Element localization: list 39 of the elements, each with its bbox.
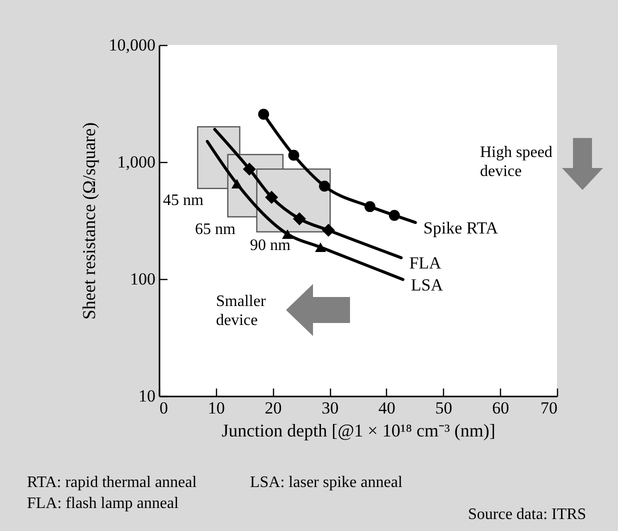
point	[258, 108, 270, 120]
x-tick-label: 40	[378, 398, 396, 418]
annotation: 90 nm	[250, 236, 290, 255]
text: RTA: rapid thermal anneal	[27, 473, 197, 492]
text: LSA: laser spike anneal	[250, 473, 402, 492]
annotation: High speed device	[480, 143, 554, 181]
point	[364, 201, 376, 212]
point	[314, 242, 326, 252]
point	[318, 180, 330, 192]
annotation: Smaller device	[216, 292, 267, 330]
y-tick-label: 10,000	[108, 36, 156, 54]
x-tick-label: 0	[160, 398, 168, 418]
point	[282, 229, 293, 239]
source-note: Source data: ITRS	[468, 505, 586, 524]
y-tick-label: 10	[138, 386, 156, 406]
point	[242, 162, 256, 176]
point	[388, 210, 400, 221]
y-tick-label: 1,000	[117, 152, 156, 172]
x-tick-label: 60	[492, 398, 510, 418]
annotation: 45 nm	[163, 191, 204, 210]
line-series	[213, 128, 403, 260]
point	[265, 190, 278, 204]
annotation: 65 nm	[195, 220, 236, 239]
series-label: Spike RTA	[423, 218, 499, 238]
point	[322, 224, 335, 237]
point	[292, 212, 306, 226]
series-label: FLA	[409, 254, 442, 273]
y-axis-title: Sheet resistance (Ω/square)	[78, 122, 99, 320]
y-tick-label: 100	[130, 270, 156, 288]
x-tick-label: 50	[435, 398, 452, 418]
x-axis-title: Junction depth [@1 × 10¹⁸ cm⁻³ (nm)]	[222, 420, 496, 440]
text: FLA: flash lamp anneal	[27, 494, 179, 513]
x-tick-label: 30	[322, 398, 339, 418]
x-tick-label: 70	[540, 398, 558, 418]
point	[288, 150, 300, 161]
point	[231, 178, 242, 188]
x-tick-label: 10	[208, 398, 225, 418]
x-tick-label: 20	[264, 398, 282, 418]
series-label: LSA	[410, 276, 444, 295]
